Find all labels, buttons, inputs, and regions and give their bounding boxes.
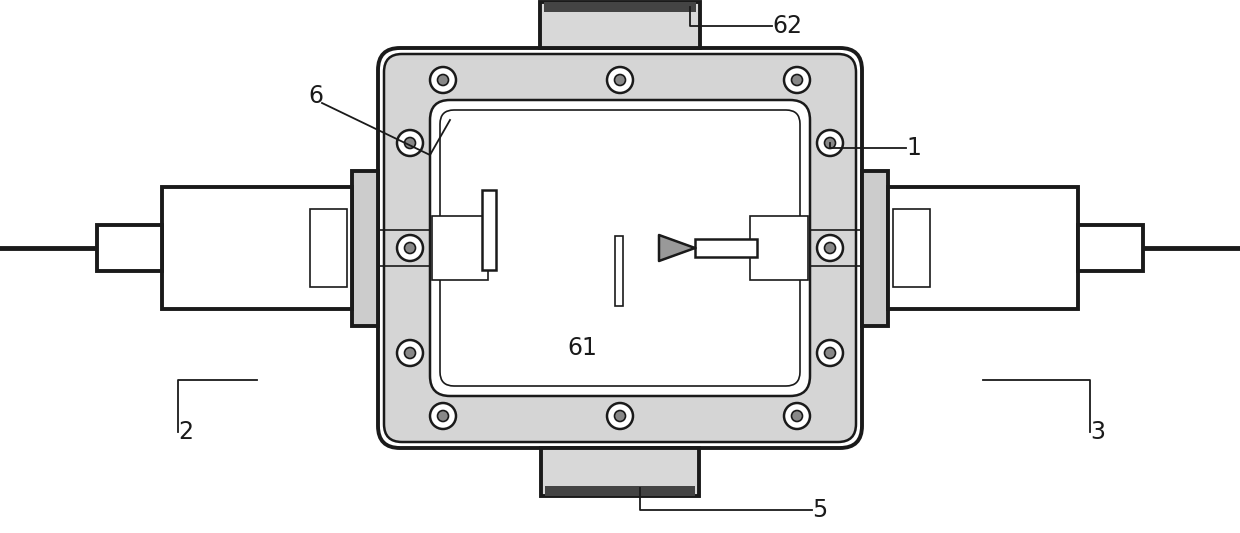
Bar — [888, 187, 1078, 309]
Circle shape — [608, 67, 632, 93]
Circle shape — [791, 410, 802, 422]
FancyBboxPatch shape — [384, 54, 856, 442]
Circle shape — [397, 340, 423, 366]
Bar — [544, 2, 696, 12]
Bar — [432, 216, 489, 280]
Circle shape — [397, 130, 423, 156]
Text: 1: 1 — [906, 136, 921, 160]
Text: 5: 5 — [812, 498, 827, 522]
Circle shape — [825, 138, 836, 149]
Circle shape — [825, 243, 836, 254]
Bar — [615, 236, 622, 306]
Circle shape — [817, 130, 843, 156]
FancyBboxPatch shape — [440, 110, 800, 386]
Bar — [162, 187, 352, 309]
Text: 6: 6 — [308, 84, 322, 108]
FancyBboxPatch shape — [378, 48, 862, 448]
Bar — [893, 209, 930, 287]
Bar — [541, 448, 699, 496]
Circle shape — [438, 75, 449, 85]
Circle shape — [615, 410, 625, 422]
Circle shape — [430, 67, 456, 93]
Circle shape — [784, 67, 810, 93]
Text: 3: 3 — [1090, 420, 1105, 444]
FancyBboxPatch shape — [430, 100, 810, 396]
Circle shape — [404, 138, 415, 149]
Circle shape — [404, 243, 415, 254]
Polygon shape — [658, 235, 694, 261]
Bar — [862, 171, 888, 326]
Circle shape — [404, 348, 415, 359]
Bar — [694, 239, 756, 257]
Bar — [750, 216, 808, 280]
Circle shape — [791, 75, 802, 85]
Bar — [352, 171, 378, 326]
Text: 62: 62 — [773, 14, 802, 38]
Circle shape — [430, 403, 456, 429]
Text: 2: 2 — [179, 420, 193, 444]
Circle shape — [608, 403, 632, 429]
Bar — [546, 486, 694, 496]
Bar — [310, 209, 347, 287]
Circle shape — [825, 348, 836, 359]
Circle shape — [784, 403, 810, 429]
Bar — [97, 225, 162, 271]
Text: 61: 61 — [567, 336, 596, 360]
Bar — [1078, 225, 1143, 271]
Circle shape — [817, 340, 843, 366]
Circle shape — [615, 75, 625, 85]
Circle shape — [397, 235, 423, 261]
Circle shape — [438, 410, 449, 422]
Bar — [539, 2, 701, 48]
Circle shape — [817, 235, 843, 261]
Bar — [482, 190, 496, 270]
